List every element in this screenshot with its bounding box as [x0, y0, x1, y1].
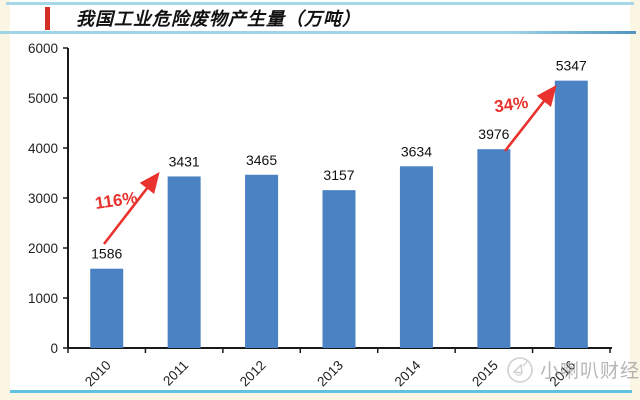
bar-value-label: 3634 [401, 143, 432, 159]
bar-value-label: 1586 [91, 246, 122, 262]
x-axis-label: 2010 [82, 358, 114, 390]
megaphone-circle-icon [507, 357, 533, 383]
bar-2014 [399, 166, 433, 348]
y-tick-label: 1000 [28, 291, 58, 306]
bar-2013 [322, 190, 356, 348]
bar-2012 [245, 174, 279, 348]
bar-2011 [167, 176, 201, 348]
y-tick-label: 5000 [28, 91, 58, 106]
bar-value-label: 5347 [556, 58, 587, 74]
y-tick-label: 3000 [28, 191, 58, 206]
watermark: 小喇叭财经 [506, 354, 640, 384]
growth-arrow [102, 171, 160, 245]
bottom-divider [10, 390, 632, 393]
page-title: 我国工业危险废物产生量（万吨） [76, 8, 361, 29]
y-tick-label: 2000 [28, 241, 58, 256]
x-axis-label: 2013 [314, 358, 346, 390]
y-tick-label: 6000 [28, 41, 58, 56]
y-tick-label: 4000 [28, 141, 58, 156]
chart-header: 我国工业危险废物产生量（万吨） [45, 5, 361, 30]
growth-label: 34% [493, 93, 529, 117]
growth-arrow [503, 84, 557, 152]
title-divider [0, 31, 636, 34]
bar-value-label: 3157 [323, 167, 354, 183]
watermark-text: 小喇叭财经 [540, 360, 640, 382]
bar-value-label: 3431 [169, 153, 200, 169]
bar-2016 [554, 80, 588, 349]
title-accent-bar [45, 6, 50, 30]
x-axis-label: 2011 [160, 358, 191, 389]
y-tick-label: 0 [50, 341, 58, 356]
bar-value-label: 3465 [246, 152, 277, 168]
bar-value-label: 3976 [478, 126, 509, 142]
x-axis-label: 2012 [237, 358, 269, 390]
x-axis-label: 2014 [392, 357, 424, 389]
x-axis-label: 2015 [469, 358, 501, 390]
top-divider [6, 2, 634, 5]
bar-2010 [90, 268, 124, 348]
bar-2015 [477, 149, 511, 348]
